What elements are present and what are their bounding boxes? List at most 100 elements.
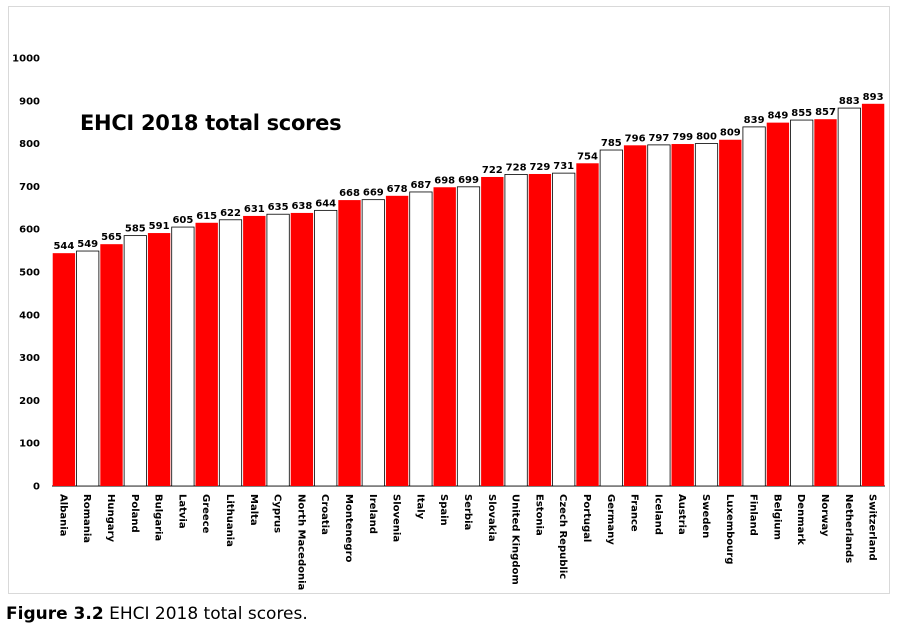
- bar-ireland: [361, 199, 385, 487]
- x-tick-label-united-kingdom: United Kingdom: [510, 494, 521, 585]
- x-tick-label-bulgaria: Bulgaria: [153, 494, 164, 541]
- bar-serbia: [456, 186, 481, 487]
- x-tick-label-estonia: Estonia: [533, 494, 544, 536]
- bar-spain: [433, 187, 456, 487]
- x-tick-label-north-macedonia: North Macedonia: [295, 494, 306, 590]
- x-tick-label-austria: Austria: [676, 494, 687, 535]
- x-tick-label-germany: Germany: [605, 494, 616, 545]
- x-tick-label-denmark: Denmark: [795, 494, 806, 545]
- bar-albania: [52, 253, 76, 486]
- value-label-sweden: 800: [696, 132, 717, 143]
- value-label-bulgaria: 591: [149, 221, 170, 232]
- value-label-latvia: 605: [172, 215, 193, 226]
- x-tick-label-netherlands: Netherlands: [843, 494, 854, 563]
- value-label-serbia: 699: [458, 175, 479, 186]
- chart-title: EHCI 2018 total scores: [80, 111, 342, 135]
- value-label-estonia: 729: [529, 162, 550, 173]
- x-tick-label-belgium: Belgium: [771, 494, 782, 540]
- x-tick-label-iceland: Iceland: [652, 494, 663, 535]
- y-tick-label-900: 900: [19, 96, 40, 107]
- x-tick-label-norway: Norway: [819, 494, 830, 537]
- y-tick-label-400: 400: [19, 310, 40, 321]
- bar-germany: [599, 149, 623, 487]
- x-tick-label-montenegro: Montenegro: [343, 494, 354, 562]
- figure-caption: Figure 3.2 EHCI 2018 total scores.: [6, 604, 308, 624]
- x-tick-label-spain: Spain: [438, 494, 449, 526]
- x-tick-label-france: France: [629, 494, 640, 532]
- bar-latvia: [171, 226, 195, 487]
- y-tick-label-600: 600: [19, 225, 40, 236]
- value-label-united-kingdom: 728: [506, 162, 527, 173]
- value-label-poland: 585: [125, 224, 146, 235]
- x-tick-label-finland: Finland: [748, 494, 759, 536]
- x-tick-label-hungary: Hungary: [105, 494, 116, 542]
- y-tick-label-200: 200: [19, 396, 40, 407]
- bar-malta: [243, 215, 266, 486]
- bar-hungary: [100, 244, 123, 486]
- bar-poland: [123, 235, 147, 487]
- x-tick-label-switzerland: Switzerland: [867, 494, 878, 561]
- value-label-cyprus: 635: [268, 202, 289, 213]
- y-tick-label-300: 300: [19, 353, 40, 364]
- value-label-albania: 544: [53, 241, 74, 252]
- value-label-netherlands: 883: [839, 96, 860, 107]
- x-tick-label-albania: Albania: [57, 494, 68, 536]
- bar-north-macedonia: [290, 212, 314, 486]
- bar-slovakia: [481, 176, 504, 486]
- value-label-iceland: 797: [648, 133, 669, 144]
- x-tick-label-sweden: Sweden: [700, 494, 711, 538]
- bar-belgium: [766, 122, 790, 487]
- y-tick-label-100: 100: [19, 439, 40, 450]
- value-label-hungary: 565: [101, 232, 122, 243]
- x-tick-label-malta: Malta: [248, 494, 259, 526]
- bar-austria: [671, 144, 694, 486]
- x-tick-label-cyprus: Cyprus: [272, 494, 283, 533]
- y-tick-label-700: 700: [19, 182, 40, 193]
- bar-switzerland: [861, 103, 885, 487]
- x-tick-label-ireland: Ireland: [367, 494, 378, 534]
- y-tick-label-0: 0: [33, 482, 40, 493]
- value-label-france: 796: [625, 133, 646, 144]
- value-label-ireland: 669: [363, 188, 384, 199]
- value-label-portugal: 754: [577, 151, 598, 162]
- x-tick-label-slovakia: Slovakia: [486, 494, 497, 542]
- bar-greece: [195, 222, 218, 486]
- x-tick-label-poland: Poland: [129, 494, 140, 533]
- bar-netherlands: [837, 107, 861, 487]
- value-label-finland: 839: [744, 115, 765, 126]
- bar-estonia: [528, 173, 552, 486]
- x-tick-label-portugal: Portugal: [581, 494, 592, 542]
- x-tick-label-lithuania: Lithuania: [224, 494, 235, 547]
- value-label-slovenia: 678: [387, 184, 408, 195]
- bar-united-kingdom: [504, 174, 528, 487]
- bar-denmark: [790, 119, 814, 487]
- x-tick-label-greece: Greece: [200, 494, 211, 534]
- value-label-luxembourg: 809: [720, 128, 741, 139]
- y-tick-label-800: 800: [19, 139, 40, 150]
- bar-sweden: [694, 143, 719, 487]
- y-tick-label-500: 500: [19, 268, 40, 279]
- bar-iceland: [647, 144, 671, 487]
- bar-slovenia: [385, 195, 409, 487]
- bar-norway: [814, 119, 837, 486]
- bar-lithuania: [218, 219, 243, 487]
- bar-czech-republic: [552, 172, 576, 487]
- caption-text: EHCI 2018 total scores.: [109, 604, 308, 624]
- x-tick-label-luxembourg: Luxembourg: [724, 494, 735, 564]
- value-label-norway: 857: [815, 107, 836, 118]
- value-label-malta: 631: [244, 204, 265, 215]
- value-label-lithuania: 622: [220, 208, 241, 219]
- value-label-austria: 799: [672, 132, 693, 143]
- bar-montenegro: [338, 200, 361, 486]
- bar-finland: [742, 126, 766, 487]
- bar-france: [623, 145, 647, 486]
- bar-luxembourg: [719, 139, 742, 487]
- y-tick-label-1000: 1000: [12, 54, 40, 65]
- bar-bulgaria: [147, 233, 171, 486]
- value-label-north-macedonia: 638: [291, 201, 312, 212]
- value-label-croatia: 644: [315, 198, 336, 209]
- x-tick-label-serbia: Serbia: [462, 494, 473, 530]
- x-tick-label-czech-republic: Czech Republic: [557, 494, 568, 579]
- x-tick-label-slovenia: Slovenia: [391, 494, 402, 542]
- bar-cyprus: [266, 213, 290, 487]
